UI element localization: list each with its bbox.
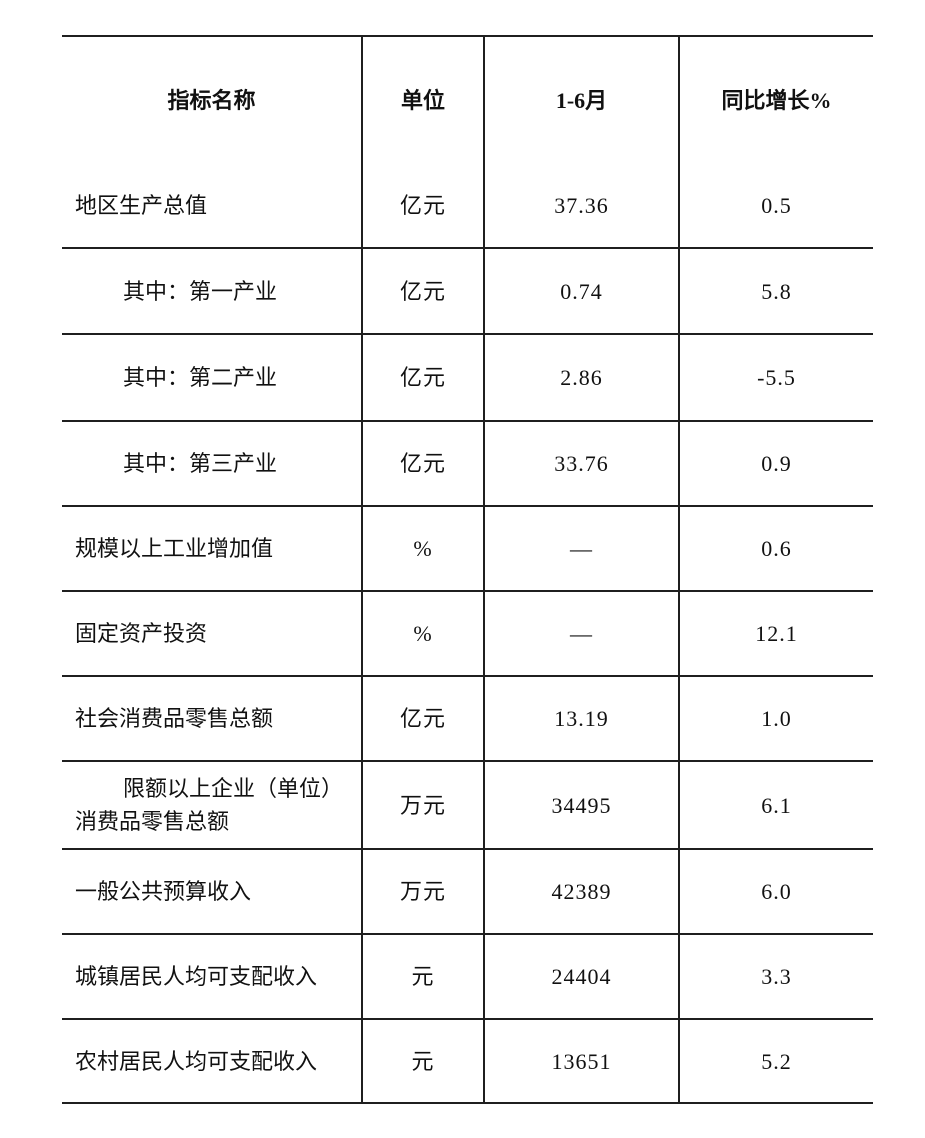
table-row: 地区生产总值 亿元 37.36 0.5 xyxy=(62,163,873,248)
indicator-name-cell: 限额以上企业（单位）消费品零售总额 xyxy=(75,776,344,834)
unit-cell: % xyxy=(361,506,484,591)
column-header-growth: 同比增长% xyxy=(678,36,873,163)
value-cell: 13651 xyxy=(483,1019,679,1103)
indicators-table: 指标名称 单位 1-6月 同比增长% 地区生产总值 亿元 37.36 0.5 其… xyxy=(62,35,873,1104)
table-row: 农村居民人均可支配收入 元 13651 5.2 xyxy=(62,1019,873,1103)
value-cell: 2.86 xyxy=(483,334,679,421)
indicator-name-cell: 固定资产投资 xyxy=(75,621,208,646)
table-row: 其中：第三产业 亿元 33.76 0.9 xyxy=(62,421,873,506)
indicator-name-cell: 一般公共预算收入 xyxy=(75,879,252,904)
indicator-name-cell: 城镇居民人均可支配收入 xyxy=(75,964,318,989)
unit-cell: 亿元 xyxy=(361,676,484,761)
table-header-row: 指标名称 单位 1-6月 同比增长% xyxy=(62,36,873,163)
column-header-unit: 单位 xyxy=(361,36,484,163)
column-header-indicator: 指标名称 xyxy=(167,87,256,113)
value-cell: 0.74 xyxy=(483,248,679,334)
growth-cell: 6.0 xyxy=(678,849,873,934)
value-cell: 42389 xyxy=(483,849,679,934)
value-cell: — xyxy=(483,506,679,591)
table-row: 限额以上企业（单位）消费品零售总额 万元 34495 6.1 xyxy=(62,761,873,849)
indicator-name-cell: 规模以上工业增加值 xyxy=(75,536,274,561)
value-cell: 13.19 xyxy=(483,676,679,761)
growth-cell: 0.6 xyxy=(678,506,873,591)
indicator-name-cell: 社会消费品零售总额 xyxy=(75,706,274,731)
indicator-name-cell: 其中：第三产业 xyxy=(123,451,278,476)
unit-cell: 元 xyxy=(361,934,484,1019)
indicator-name-cell: 其中：第二产业 xyxy=(123,365,278,390)
value-cell: 37.36 xyxy=(483,163,679,248)
indicator-name-cell: 农村居民人均可支配收入 xyxy=(75,1048,318,1074)
table-row: 其中：第二产业 亿元 2.86 -5.5 xyxy=(62,334,873,421)
indicator-name-cell: 地区生产总值 xyxy=(75,192,208,218)
growth-cell: -5.5 xyxy=(678,334,873,421)
unit-cell: 万元 xyxy=(361,761,484,849)
table-row: 其中：第一产业 亿元 0.74 5.8 xyxy=(62,248,873,334)
unit-cell: 亿元 xyxy=(361,334,484,421)
table-row: 社会消费品零售总额 亿元 13.19 1.0 xyxy=(62,676,873,761)
unit-cell: % xyxy=(361,591,484,676)
value-cell: 33.76 xyxy=(483,421,679,506)
value-cell: 34495 xyxy=(483,761,679,849)
growth-cell: 3.3 xyxy=(678,934,873,1019)
unit-cell: 亿元 xyxy=(361,163,484,248)
table-row: 规模以上工业增加值 % — 0.6 xyxy=(62,506,873,591)
unit-cell: 亿元 xyxy=(361,421,484,506)
growth-cell: 6.1 xyxy=(678,761,873,849)
table-row: 城镇居民人均可支配收入 元 24404 3.3 xyxy=(62,934,873,1019)
growth-cell: 0.5 xyxy=(678,163,873,248)
growth-cell: 1.0 xyxy=(678,676,873,761)
unit-cell: 万元 xyxy=(361,849,484,934)
growth-cell: 0.9 xyxy=(678,421,873,506)
growth-cell: 12.1 xyxy=(678,591,873,676)
column-header-period: 1-6月 xyxy=(483,36,679,163)
value-cell: — xyxy=(483,591,679,676)
indicator-name-cell: 其中：第一产业 xyxy=(123,278,278,304)
unit-cell: 亿元 xyxy=(361,248,484,334)
value-cell: 24404 xyxy=(483,934,679,1019)
growth-cell: 5.8 xyxy=(678,248,873,334)
table-row: 一般公共预算收入 万元 42389 6.0 xyxy=(62,849,873,934)
table-row: 固定资产投资 % — 12.1 xyxy=(62,591,873,676)
growth-cell: 5.2 xyxy=(678,1019,873,1103)
unit-cell: 元 xyxy=(361,1019,484,1103)
